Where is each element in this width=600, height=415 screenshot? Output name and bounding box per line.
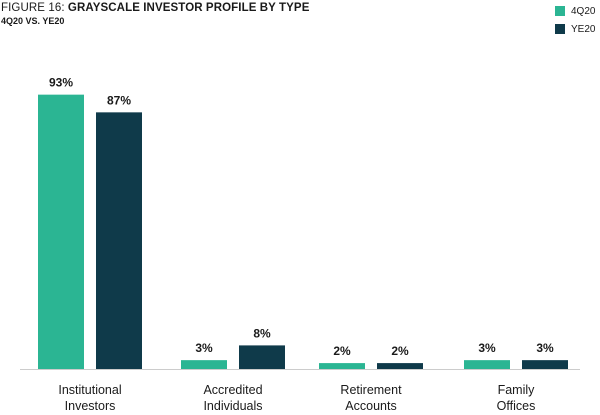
chart-title-main: GRAYSCALE INVESTOR PROFILE BY TYPE xyxy=(67,2,310,14)
title-block: FIGURE 16: GRAYSCALE INVESTOR PROFILE BY… xyxy=(1,2,309,26)
bar-retirement-accounts-4q20 xyxy=(319,363,365,369)
data-label-family-offices-ye20: 3% xyxy=(536,341,554,355)
legend: 4Q20 YE20 xyxy=(555,2,595,38)
category-label-accredited-individuals-line2: Individuals xyxy=(203,399,262,413)
category-label-family-offices-line1: Family xyxy=(498,383,536,397)
bar-institutional-investors-4q20 xyxy=(38,94,84,370)
data-label-retirement-accounts-4q20: 2% xyxy=(333,344,351,358)
bar-institutional-investors-ye20 xyxy=(96,112,142,369)
bar-family-offices-ye20 xyxy=(522,360,568,369)
legend-swatch-ye20 xyxy=(555,24,565,34)
bar-retirement-accounts-ye20 xyxy=(377,363,423,369)
data-label-retirement-accounts-ye20: 2% xyxy=(391,344,409,358)
data-label-institutional-investors-ye20: 87% xyxy=(107,93,131,107)
category-label-family-offices-line2: Offices xyxy=(497,399,536,413)
category-label-accredited-individuals-line1: Accredited xyxy=(203,383,262,397)
bar-family-offices-4q20 xyxy=(464,360,510,369)
legend-item-ye20: YE20 xyxy=(555,20,595,38)
chart-subtitle: 4Q20 VS. YE20 xyxy=(1,16,65,26)
legend-item-4q20: 4Q20 xyxy=(555,2,595,20)
category-label-institutional-investors-line2: Investors xyxy=(65,399,116,413)
chart-title-prefix: FIGURE 16: xyxy=(1,2,68,14)
data-label-accredited-individuals-4q20: 3% xyxy=(195,341,213,355)
bar-accredited-individuals-ye20 xyxy=(239,345,285,369)
chart-title: FIGURE 16: GRAYSCALE INVESTOR PROFILE BY… xyxy=(1,2,309,14)
data-label-accredited-individuals-ye20: 8% xyxy=(253,326,271,340)
data-label-institutional-investors-4q20: 93% xyxy=(49,76,73,90)
legend-label-4q20: 4Q20 xyxy=(571,5,596,17)
category-label-retirement-accounts-line1: Retirement xyxy=(340,383,402,397)
bar-accredited-individuals-4q20 xyxy=(181,360,227,369)
legend-swatch-4q20 xyxy=(555,6,565,16)
category-label-institutional-investors-line1: Institutional xyxy=(58,383,121,397)
category-label-retirement-accounts-line2: Accounts xyxy=(345,399,396,413)
legend-label-ye20: YE20 xyxy=(571,23,596,35)
data-label-family-offices-4q20: 3% xyxy=(478,341,496,355)
